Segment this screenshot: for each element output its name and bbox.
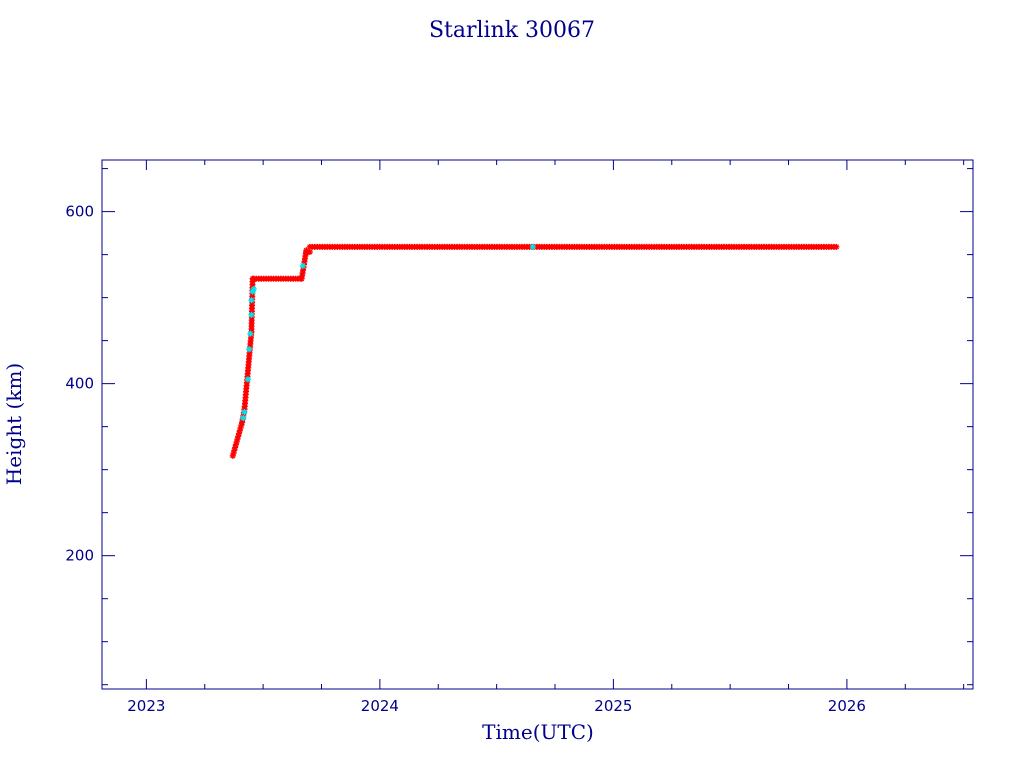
data-point <box>306 249 313 256</box>
axis-tick-labels: 2023 2024 2025 2026 200 400 600 <box>65 203 866 715</box>
data-point-highlight <box>244 376 251 383</box>
data-point <box>235 433 242 440</box>
y-axis-label: Height (km) <box>2 363 26 485</box>
plot-frame <box>101 159 974 690</box>
x-tick-label: 2024 <box>361 697 399 715</box>
y-tick-label: 600 <box>65 203 94 221</box>
data-points <box>229 243 840 459</box>
data-point-highlight <box>247 330 254 337</box>
x-tick-label: 2026 <box>828 697 866 715</box>
data-point-highlight <box>529 243 536 250</box>
data-point-highlight <box>248 297 255 304</box>
x-tick-label: 2023 <box>127 697 165 715</box>
axis-ticks <box>102 160 973 689</box>
chart-title: Starlink 30067 <box>429 18 595 43</box>
data-point <box>833 243 840 250</box>
x-axis-label: Time(UTC) <box>482 720 594 744</box>
y-tick-label: 200 <box>65 547 94 565</box>
x-tick-label: 2025 <box>594 697 632 715</box>
data-point-highlight <box>240 415 247 422</box>
data-point-highlight <box>250 286 257 293</box>
data-point-highlight <box>246 346 253 353</box>
data-point-highlight <box>241 409 248 416</box>
data-point-highlight <box>299 262 306 269</box>
data-point <box>237 424 244 431</box>
y-tick-label: 400 <box>65 375 94 393</box>
data-point-highlight <box>248 311 255 318</box>
